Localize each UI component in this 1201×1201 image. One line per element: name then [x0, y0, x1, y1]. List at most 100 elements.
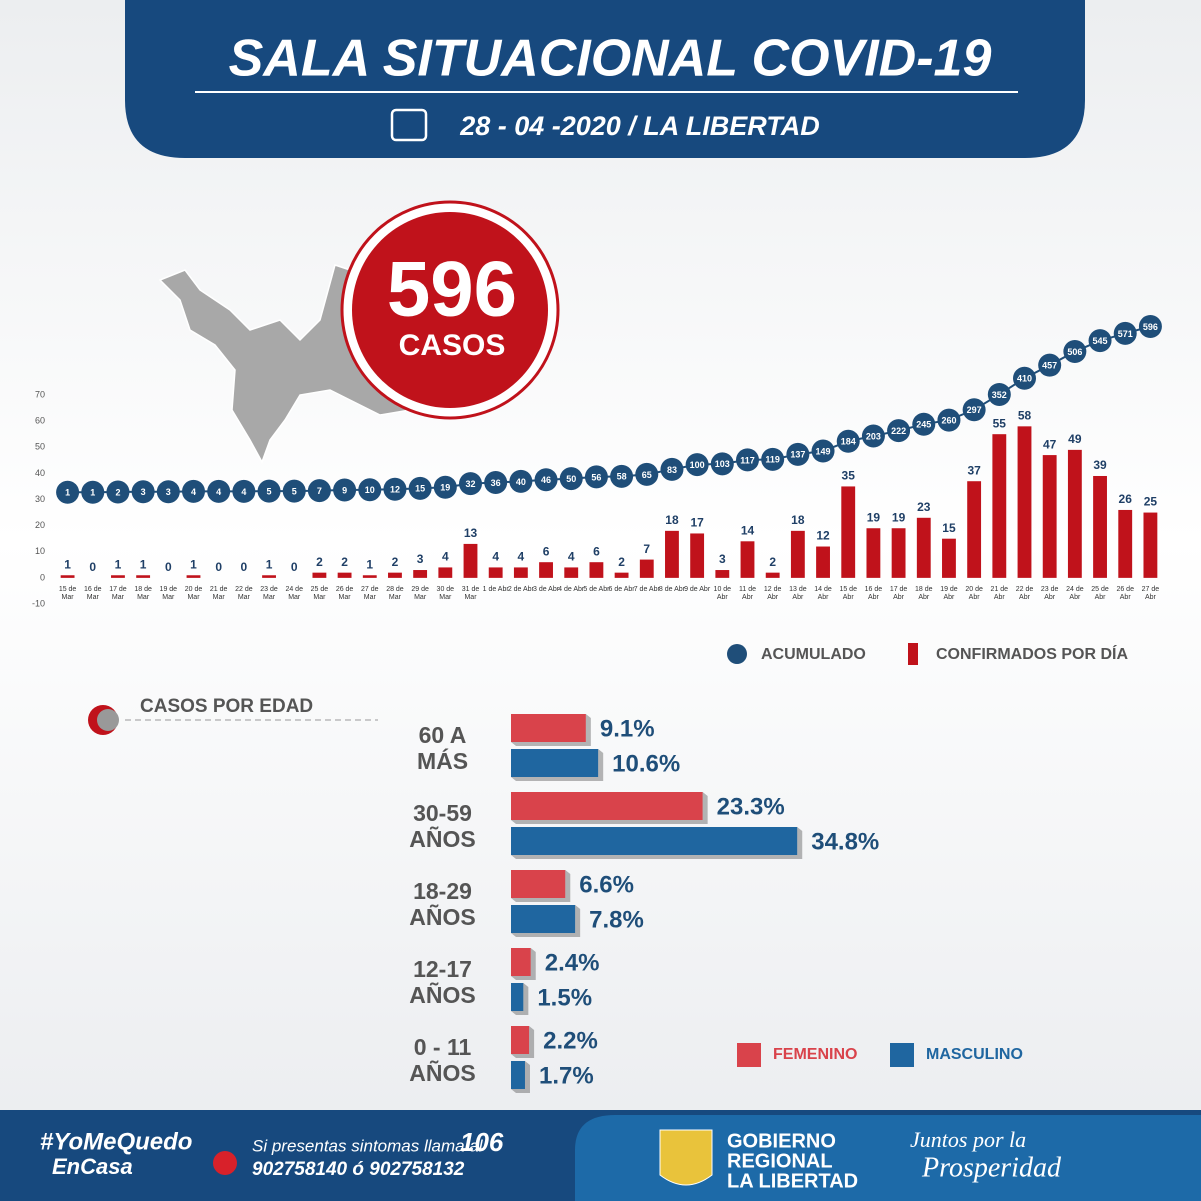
age-bar-side: [511, 714, 591, 746]
age-bar: [511, 827, 798, 855]
cumulative-point: [761, 447, 785, 471]
government: GOBIERNO: [727, 1130, 836, 1152]
cumulative-point: [282, 479, 306, 503]
government: LA LIBERTAD: [727, 1170, 858, 1192]
age-bar-side: [511, 827, 803, 859]
slogan: Juntos por la: [910, 1127, 1026, 1152]
bar: [438, 567, 453, 578]
bar-label: 19: [892, 510, 906, 524]
bar: [942, 538, 956, 578]
cumulative-label: 3: [166, 487, 171, 497]
phone-prompt: Si presentas sintomas llama al: [252, 1136, 484, 1155]
bar-label: 35: [842, 469, 856, 483]
legend-label: MASCULINO: [926, 1046, 1023, 1063]
bar: [186, 575, 201, 578]
cumulative-point: [1038, 353, 1062, 377]
y-tick-label: 30: [35, 494, 45, 504]
bar: [866, 528, 881, 578]
bar: [337, 572, 352, 578]
x-tick-label: 24 de Abr: [1066, 586, 1084, 601]
bar: [1042, 455, 1057, 578]
x-tick-label: 1 de Abr: [482, 586, 509, 593]
age-bar-side: [511, 905, 581, 937]
cumulative-label: 352: [992, 390, 1007, 400]
cases-number: 596: [387, 245, 517, 333]
x-tick-label: 20 de Mar: [184, 586, 203, 601]
x-tick-label: 20 de Abr: [965, 586, 983, 601]
cumulative-point: [459, 472, 482, 496]
cumulative-label: 184: [841, 437, 856, 447]
footer-panel: [575, 1115, 1201, 1201]
cumulative-label: 410: [1017, 374, 1032, 384]
bar-label: 4: [492, 550, 499, 564]
bar-label: 26: [1119, 492, 1133, 506]
cumulative-label: 137: [790, 450, 805, 460]
age-value-label: 1.5%: [537, 984, 592, 1011]
cumulative-point: [484, 471, 508, 495]
x-tick-label: 14 de Abr: [814, 586, 832, 601]
bar: [841, 486, 856, 578]
bar-label: 1: [64, 557, 71, 571]
cumulative-point: [1138, 314, 1162, 338]
y-tick-label: -10: [32, 598, 45, 608]
cumulative-point: [56, 480, 80, 504]
coat-of-arms: [659, 1129, 713, 1186]
cumulative-point: [358, 478, 382, 502]
cumulative-label: 203: [866, 431, 881, 441]
legend-marker: [727, 644, 747, 664]
bar-label: 25: [1144, 495, 1158, 509]
cumulative-label: 50: [566, 474, 576, 484]
bar-label: 1: [366, 557, 373, 571]
legend-marker: [737, 1043, 761, 1067]
cumulative-label: 596: [1143, 322, 1158, 332]
cumulative-label: 103: [715, 459, 730, 469]
cumulative-label: 3: [141, 487, 146, 497]
cumulative-label: 5: [267, 487, 272, 497]
age-category: 0 - 11 AÑOS: [409, 1034, 476, 1086]
x-tick-label: 4 de Abr: [558, 586, 585, 593]
cumulative-point: [559, 467, 583, 491]
bar-label: 0: [241, 560, 248, 574]
cumulative-label: 149: [816, 446, 831, 456]
bar: [362, 575, 377, 578]
bar-label: 4: [568, 550, 575, 564]
cumulative-label: 46: [541, 475, 551, 485]
cumulative-point: [433, 475, 457, 499]
age-category: 60 A MÁS: [416, 722, 469, 774]
bar-label: 1: [115, 557, 122, 571]
cumulative-point: [307, 479, 331, 503]
cumulative-label: 260: [941, 415, 956, 425]
cumulative-label: 545: [1093, 336, 1108, 346]
cumulative-point: [232, 479, 256, 503]
cumulative-label: 9: [342, 485, 347, 495]
x-tick-label: 21 de Mar: [209, 586, 228, 601]
x-tick-label: 6 de Abr: [608, 586, 635, 593]
age-bar: [511, 870, 566, 898]
x-tick-label: 16 de Abr: [864, 586, 883, 601]
bar: [916, 517, 931, 578]
x-tick-label: 7 de Abr: [633, 586, 660, 593]
x-tick-label: 18 de Mar: [134, 586, 152, 601]
cumulative-label: 571: [1118, 329, 1133, 339]
bar: [513, 567, 528, 578]
cumulative-label: 2: [115, 487, 120, 497]
government: REGIONAL: [727, 1150, 833, 1172]
bar-label: 4: [442, 550, 449, 564]
bar: [614, 572, 629, 578]
age-bar: [511, 983, 524, 1011]
y-tick-label: 40: [35, 468, 45, 478]
cumulative-point: [1013, 366, 1036, 390]
x-tick-label: 29 de Mar: [411, 586, 429, 601]
phone-short: 106: [460, 1127, 504, 1157]
hashtag: #YoMeQuedo: [40, 1128, 192, 1155]
y-tick-label: 20: [35, 520, 45, 530]
bar: [136, 575, 151, 578]
cases-label: CASOS: [399, 329, 506, 362]
bar-label: 1: [140, 557, 147, 571]
cumulative-point: [383, 477, 407, 501]
y-tick-label: 10: [35, 546, 45, 556]
age-value-label: 10.6%: [612, 750, 680, 777]
x-tick-label: 12 de Abr: [763, 586, 782, 601]
x-tick-label: 31 de Mar: [461, 586, 480, 601]
